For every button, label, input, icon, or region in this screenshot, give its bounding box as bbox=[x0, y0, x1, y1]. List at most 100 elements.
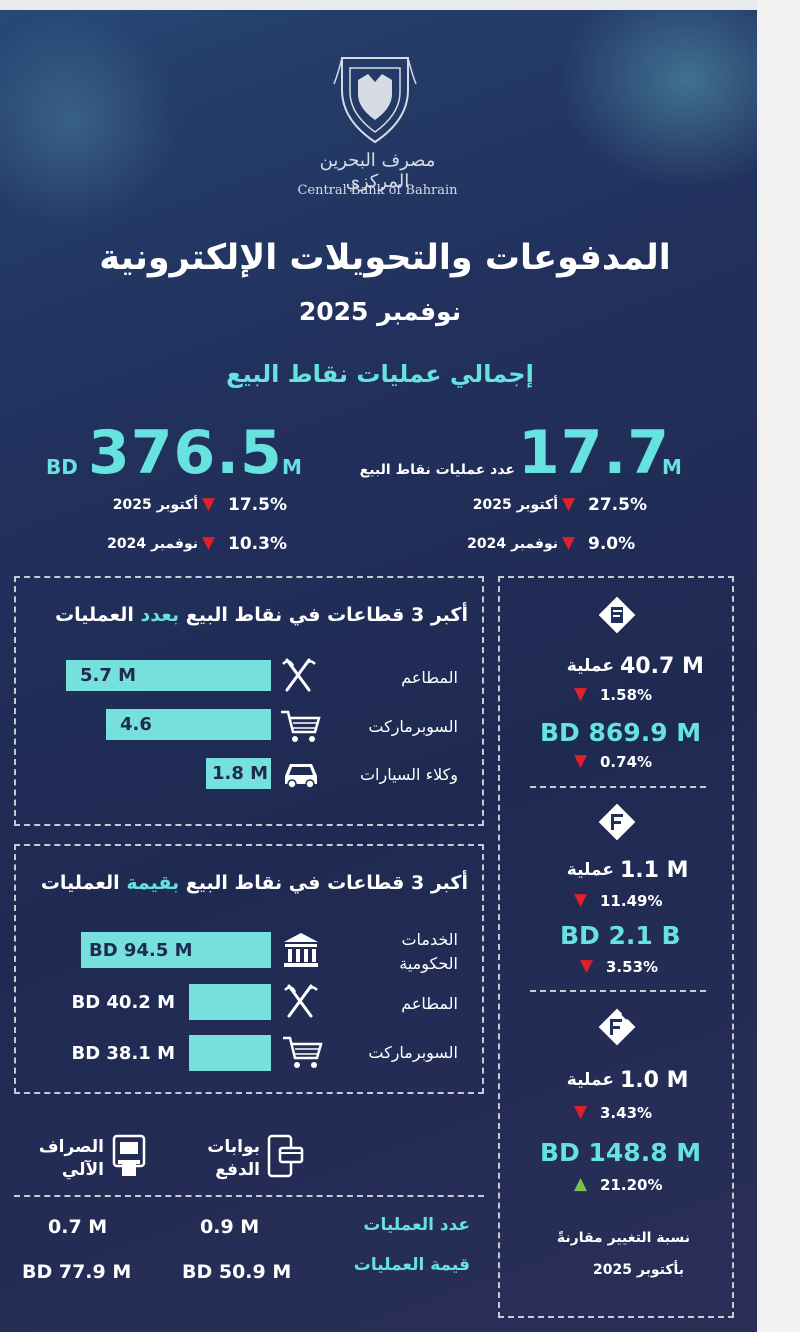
down-arrow-icon: ▼ bbox=[574, 1102, 588, 1122]
rp-count-pct: 3.43% bbox=[600, 1104, 653, 1122]
pos-count-vs2-label: نوفمبر 2024 bbox=[467, 536, 558, 552]
rp-count: 40.7 M bbox=[620, 654, 704, 679]
top-by-value-title-highlight: بقيمة bbox=[126, 872, 180, 894]
top-by-value-title-post: العمليات bbox=[40, 872, 120, 894]
rp-value: BD 148.8 M bbox=[540, 1138, 702, 1167]
divider bbox=[530, 786, 706, 788]
bar-label: 1.8 M bbox=[212, 763, 269, 784]
top-by-count-title-highlight: بعدد bbox=[140, 604, 180, 626]
row-value-label: قيمة العمليات bbox=[353, 1255, 470, 1275]
top-by-count-title-post: العمليات bbox=[55, 604, 134, 626]
rp-op-word: عملية bbox=[566, 860, 614, 880]
down-arrow-icon: ▼ bbox=[580, 956, 594, 976]
category-label: وكلاء السيارات bbox=[359, 765, 458, 784]
row-count-label: عدد العمليات bbox=[363, 1215, 470, 1235]
bar: BD 94.5 M bbox=[81, 932, 271, 968]
down-arrow-icon: ▼ bbox=[202, 533, 216, 553]
pos-count-value: 17.7 bbox=[518, 418, 671, 488]
gateway-value: BD 50.9 M bbox=[182, 1261, 292, 1283]
category-label: الخدمات bbox=[401, 930, 458, 949]
up-arrow-icon: ▲ bbox=[574, 1174, 588, 1194]
divider bbox=[530, 990, 706, 992]
category-label: الحكومية bbox=[399, 954, 458, 973]
bar bbox=[189, 984, 271, 1020]
page-title: المدفوعات والتحويلات الإلكترونية bbox=[99, 238, 671, 278]
bar: 5.7 M bbox=[66, 660, 271, 691]
gateway-count: 0.9 M bbox=[200, 1216, 260, 1238]
top-by-value-title: أكبر 3 قطاعات في نقاط البيع بقيمة العملي… bbox=[41, 872, 468, 894]
infographic-poster: مصرف البحرين المركزي Central Bank of Bah… bbox=[0, 10, 757, 1332]
right-panel-box: 40.7 M عملية ▼ 1.58% BD 869.9 M ▼ 0.74% … bbox=[498, 576, 734, 1318]
rp-count: 1.1 M bbox=[620, 858, 689, 883]
down-arrow-icon: ▼ bbox=[562, 533, 576, 553]
top-by-count-title: أكبر 3 قطاعات في نقاط البيع بعدد العمليا… bbox=[55, 604, 468, 626]
rp-count-pct: 11.49% bbox=[600, 892, 663, 910]
fork-knife-icon bbox=[282, 658, 316, 692]
pos-count-label: عدد عمليات نقاط البيع bbox=[359, 462, 515, 478]
pos-count-vs1-pct: 27.5% bbox=[588, 495, 647, 515]
payment-gateway-icon bbox=[267, 1134, 304, 1178]
rp-value: BD 869.9 M bbox=[540, 718, 702, 747]
bar-label: BD 38.1 M bbox=[71, 1043, 175, 1064]
rp-value-pct: 0.74% bbox=[600, 753, 653, 771]
fawri-transfer-icon bbox=[598, 803, 636, 841]
rp-note-line2: بأكتوبر 2025 bbox=[593, 1262, 684, 1278]
car-icon bbox=[285, 764, 317, 789]
pos-value-vs1-label: أكتوبر 2025 bbox=[112, 497, 198, 513]
down-arrow-icon: ▼ bbox=[574, 684, 588, 704]
bar: 4.6 bbox=[106, 709, 271, 740]
bar: 1.8 M bbox=[206, 758, 271, 789]
pos-count-unit: M bbox=[662, 455, 682, 479]
bar-label: 5.7 M bbox=[80, 665, 137, 686]
pos-count-vs1-label: أكتوبر 2025 bbox=[472, 497, 558, 513]
bar-label: BD 94.5 M bbox=[89, 940, 193, 961]
category-label: المطاعم bbox=[401, 994, 458, 1013]
page-margin bbox=[757, 0, 800, 1332]
card-payment-icon bbox=[598, 596, 636, 634]
pos-value-value: 376.5 bbox=[88, 418, 283, 488]
divider bbox=[14, 1195, 484, 1197]
gateway-label-2: الدفع bbox=[215, 1160, 260, 1180]
cbb-emblem-icon bbox=[333, 57, 417, 144]
rp-op-word: عملية bbox=[566, 1070, 614, 1090]
pos-value-unit: M bbox=[282, 455, 302, 479]
gateway-label-1: بوابات bbox=[207, 1137, 260, 1157]
pos-value-vs2-label: نوفمبر 2024 bbox=[107, 536, 198, 552]
government-building-icon bbox=[284, 933, 318, 967]
top-by-count-title-pre: أكبر 3 قطاعات في نقاط البيع bbox=[185, 604, 468, 626]
bar bbox=[189, 1035, 271, 1071]
fork-knife-icon bbox=[284, 984, 318, 1018]
rp-count: 1.0 M bbox=[620, 1068, 689, 1093]
rp-value: BD 2.1 B bbox=[560, 921, 681, 950]
top-by-count-box: أكبر 3 قطاعات في نقاط البيع بعدد العمليا… bbox=[14, 576, 484, 826]
pos-heading: إجمالي عمليات نقاط البيع bbox=[226, 360, 534, 388]
bar-label: 4.6 bbox=[120, 714, 152, 735]
category-label: السوبرماركت bbox=[368, 717, 458, 736]
down-arrow-icon: ▼ bbox=[202, 494, 216, 514]
pos-value-vs1-pct: 17.5% bbox=[228, 495, 287, 515]
bank-name-arabic: مصرف البحرين المركزي bbox=[319, 150, 436, 192]
pos-value-currency: BD bbox=[46, 455, 78, 479]
rp-op-word: عملية bbox=[566, 656, 614, 676]
rp-value-pct: 21.20% bbox=[600, 1176, 663, 1194]
atm-label-1: الصراف bbox=[38, 1137, 104, 1157]
top-by-value-box: أكبر 3 قطاعات في نقاط البيع بقيمة العملي… bbox=[14, 844, 484, 1094]
page-subtitle: نوفمبر 2025 bbox=[298, 297, 462, 326]
down-arrow-icon: ▼ bbox=[562, 494, 576, 514]
fawateer-bill-icon bbox=[598, 1008, 636, 1046]
down-arrow-icon: ▼ bbox=[574, 890, 588, 910]
cart-icon bbox=[283, 1036, 323, 1068]
category-label: السوبرماركت bbox=[368, 1043, 458, 1062]
bar-label: BD 40.2 M bbox=[71, 992, 175, 1013]
pos-count-vs2-pct: 9.0% bbox=[588, 534, 636, 554]
rp-count-pct: 1.58% bbox=[600, 686, 653, 704]
atm-count: 0.7 M bbox=[48, 1216, 108, 1238]
atm-label-2: الآلي bbox=[61, 1160, 104, 1180]
top-by-value-title-pre: أكبر 3 قطاعات في نقاط البيع bbox=[185, 872, 468, 894]
category-label: المطاعم bbox=[401, 668, 458, 687]
pos-value-vs2-pct: 10.3% bbox=[228, 534, 287, 554]
rp-note-line1: نسبة التغيير مقارنةً bbox=[556, 1230, 690, 1246]
rp-value-pct: 3.53% bbox=[606, 958, 659, 976]
bank-name-english: Central Bank of Bahrain bbox=[297, 183, 458, 198]
cart-icon bbox=[281, 710, 321, 742]
